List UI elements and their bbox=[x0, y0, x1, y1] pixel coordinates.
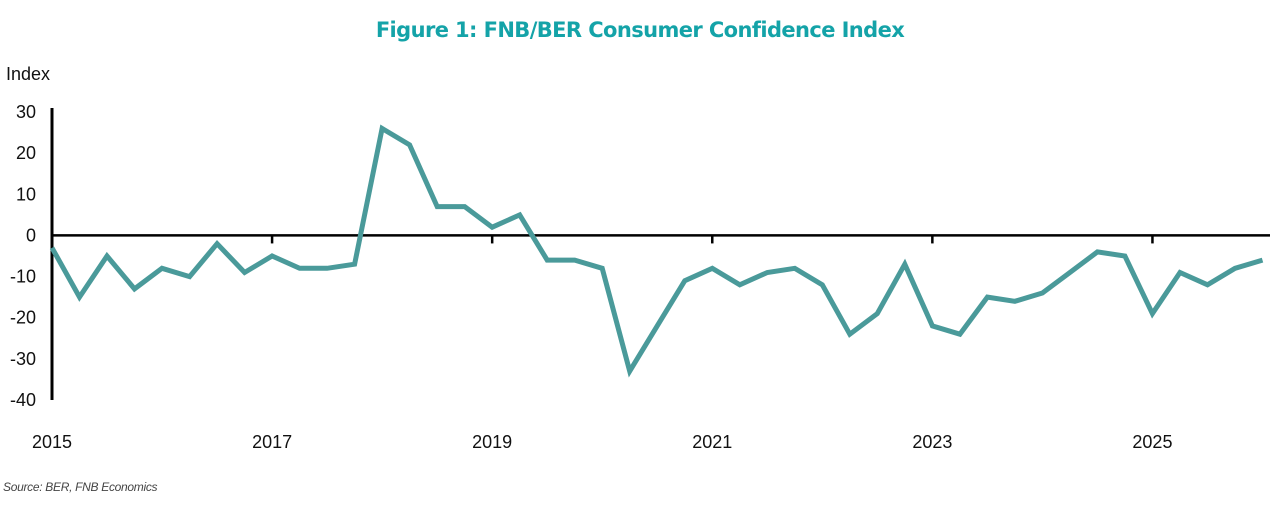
data-point bbox=[847, 332, 852, 337]
data-point bbox=[875, 311, 880, 316]
data-point bbox=[1177, 270, 1182, 275]
data-point bbox=[1150, 311, 1155, 316]
data-point bbox=[820, 282, 825, 287]
data-point bbox=[765, 270, 770, 275]
data-point bbox=[160, 266, 165, 271]
data-point bbox=[270, 254, 275, 259]
data-point bbox=[297, 266, 302, 271]
data-point bbox=[600, 266, 605, 271]
data-point bbox=[77, 295, 82, 300]
y-tick-label: -30 bbox=[10, 349, 36, 369]
x-tick-label: 2023 bbox=[912, 432, 952, 452]
data-point bbox=[325, 266, 330, 271]
data-point bbox=[1040, 291, 1045, 296]
data-point bbox=[352, 262, 357, 267]
data-point bbox=[187, 274, 192, 279]
x-tick-label: 2021 bbox=[692, 432, 732, 452]
data-point bbox=[1067, 270, 1072, 275]
data-point bbox=[435, 204, 440, 209]
x-tick-label: 2019 bbox=[472, 432, 512, 452]
data-point bbox=[1095, 249, 1100, 254]
data-point bbox=[380, 126, 385, 131]
data-point bbox=[517, 212, 522, 217]
y-axis-ticks: 30 20 10 0 -10 -20 -30 -40 bbox=[10, 102, 36, 410]
y-tick-label: 10 bbox=[16, 184, 36, 204]
series-line bbox=[49, 124, 1264, 378]
y-tick-label: -10 bbox=[10, 267, 36, 287]
data-point bbox=[710, 266, 715, 271]
data-point bbox=[985, 295, 990, 300]
data-point bbox=[105, 254, 110, 259]
data-point bbox=[572, 258, 577, 263]
y-axis-label: Index bbox=[6, 64, 51, 84]
y-tick-label: 0 bbox=[26, 225, 36, 245]
data-point bbox=[930, 323, 935, 328]
data-point bbox=[957, 332, 962, 337]
data-point bbox=[242, 270, 247, 275]
series-layer bbox=[49, 124, 1265, 378]
chart-title: Figure 1: FNB/BER Consumer Confidence In… bbox=[375, 18, 905, 42]
source-note: Source: BER, FNB Economics bbox=[3, 480, 158, 494]
data-point bbox=[737, 282, 742, 287]
data-point bbox=[627, 369, 632, 374]
data-point bbox=[655, 323, 660, 328]
data-point bbox=[545, 258, 550, 263]
data-point bbox=[490, 225, 495, 230]
data-point bbox=[1122, 254, 1127, 259]
data-point bbox=[1205, 282, 1210, 287]
data-point bbox=[1232, 266, 1237, 271]
y-tick-label: 30 bbox=[16, 102, 36, 122]
data-point bbox=[902, 262, 907, 267]
data-point bbox=[50, 245, 55, 250]
x-axis-ticks: 2015 2017 2019 2021 2023 2025 bbox=[32, 235, 1172, 452]
y-tick-label: 20 bbox=[16, 143, 36, 163]
data-point bbox=[682, 278, 687, 283]
x-tick-label: 2015 bbox=[32, 432, 72, 452]
x-tick-label: 2017 bbox=[252, 432, 292, 452]
data-point bbox=[462, 204, 467, 209]
y-tick-label: -40 bbox=[10, 390, 36, 410]
data-point bbox=[407, 142, 412, 147]
data-point bbox=[215, 241, 220, 246]
y-tick-label: -20 bbox=[10, 308, 36, 328]
x-tick-label: 2025 bbox=[1132, 432, 1172, 452]
data-point bbox=[1012, 299, 1017, 304]
data-point bbox=[1260, 258, 1265, 263]
data-point bbox=[792, 266, 797, 271]
data-point bbox=[132, 286, 137, 291]
